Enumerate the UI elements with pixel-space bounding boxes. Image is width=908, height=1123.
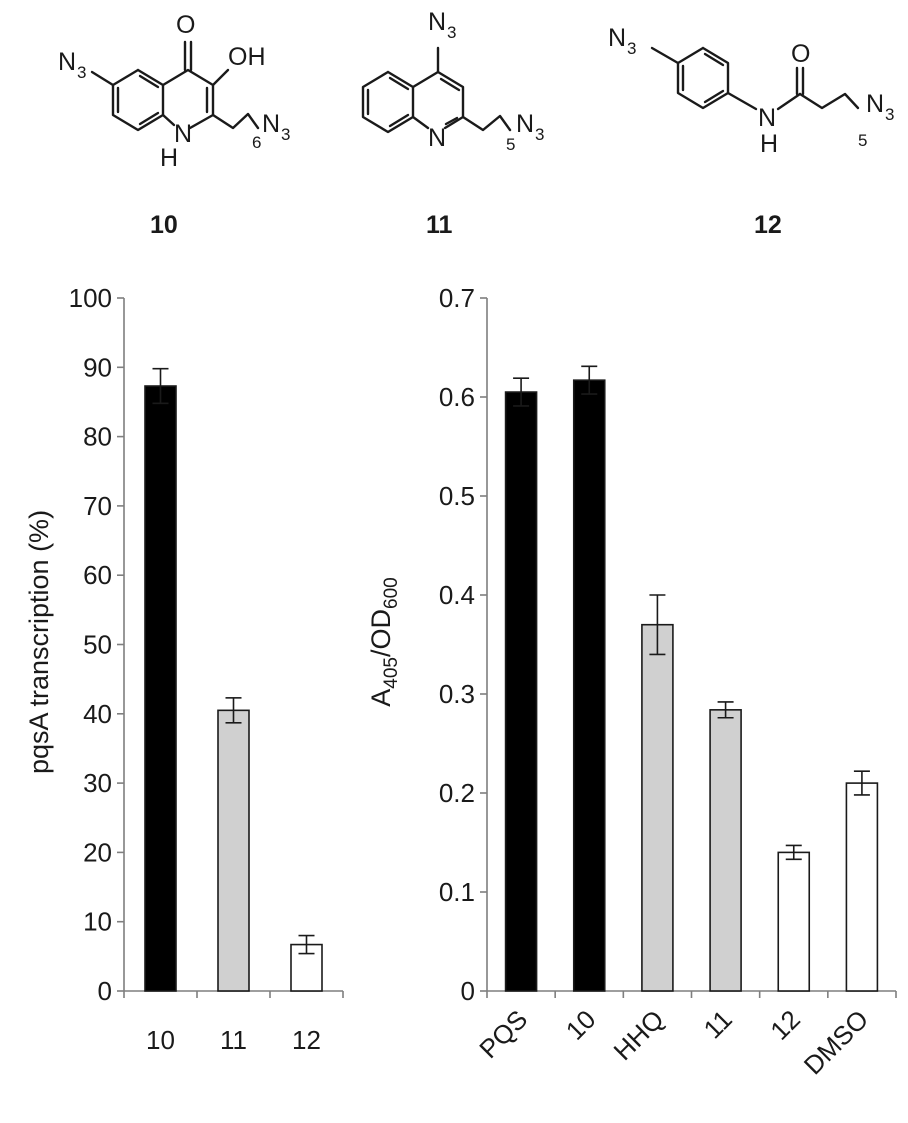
y-tick-label: 0 bbox=[461, 976, 475, 1006]
atom-n3-subscript: 3 bbox=[627, 39, 636, 58]
y-tick-label: 0.5 bbox=[439, 481, 475, 511]
structure-11: N 3 N 5 N 3 bbox=[361, 8, 544, 154]
bar-10 bbox=[572, 379, 606, 992]
x-tick-label: HHQ bbox=[608, 1004, 670, 1066]
y-tick-label: 50 bbox=[83, 630, 112, 660]
y-tick-label: 80 bbox=[83, 422, 112, 452]
y-tick-label: 0.1 bbox=[439, 877, 475, 907]
y-tick-label: 0.4 bbox=[439, 580, 475, 610]
y-tick-label: 70 bbox=[83, 491, 112, 521]
y-axis-title-sub-600: 600 bbox=[381, 577, 402, 609]
y-axis-title-a: A bbox=[366, 689, 396, 707]
y-tick-label: 0.2 bbox=[439, 778, 475, 808]
y-axis-title: pqsA transcription (%) bbox=[24, 510, 54, 774]
bar-pqs bbox=[504, 391, 538, 992]
chain-subscript: 5 bbox=[858, 131, 867, 150]
y-tick-label: 60 bbox=[83, 560, 112, 590]
y-tick-label: 40 bbox=[83, 699, 112, 729]
bar-dmso bbox=[845, 782, 879, 992]
y-tick-label: 0.6 bbox=[439, 382, 475, 412]
x-tick-label: DMSO bbox=[798, 1004, 874, 1080]
atom-o: O bbox=[791, 40, 810, 68]
y-tick-label: 20 bbox=[83, 837, 112, 867]
y-axis-title-od: /OD bbox=[366, 609, 396, 657]
compound-label-12: 12 bbox=[754, 211, 782, 239]
x-tick-label: 12 bbox=[764, 1004, 806, 1046]
atom-chain-n3: N bbox=[866, 90, 884, 118]
compound-label-10: 10 bbox=[150, 211, 178, 239]
atom-nh-h: H bbox=[160, 144, 178, 172]
atom-chain-n3-subscript: 3 bbox=[535, 125, 544, 144]
atom-n3: N bbox=[428, 8, 446, 36]
atom-n3-subscript: 3 bbox=[77, 63, 86, 82]
y-tick-label: 0 bbox=[98, 976, 112, 1006]
atom-n3-subscript: 3 bbox=[447, 23, 456, 42]
atom-chain-n3-subscript: 3 bbox=[281, 125, 290, 144]
y-axis-title-sub-405: 405 bbox=[381, 657, 402, 689]
atom-nh-n: N bbox=[758, 104, 776, 132]
x-tick-label: PQS bbox=[473, 1004, 533, 1064]
x-tick-label: 11 bbox=[698, 1004, 738, 1044]
y-tick-label: 10 bbox=[83, 907, 112, 937]
atom-chain-n3: N bbox=[262, 110, 280, 138]
atom-chain-n3-subscript: 3 bbox=[885, 105, 894, 124]
x-tick-label: 12 bbox=[292, 1025, 321, 1055]
atom-oh: OH bbox=[228, 43, 266, 71]
bar-hhq bbox=[641, 623, 674, 992]
bar-10 bbox=[144, 385, 177, 992]
chain-subscript: 6 bbox=[252, 133, 261, 152]
atom-chain-n3: N bbox=[516, 110, 534, 138]
atom-n3: N bbox=[58, 48, 76, 76]
y-tick-label: 0.3 bbox=[439, 679, 475, 709]
y-tick-label: 0.7 bbox=[439, 283, 475, 313]
y-tick-label: 90 bbox=[83, 352, 112, 382]
structure-12: N 3 O N H 5 N 3 bbox=[608, 24, 894, 158]
x-tick-label: 10 bbox=[560, 1004, 602, 1046]
chart-pqsa-transcription: pqsA transcription (%) 0 10 20 30 40 50 60 70 80… bbox=[24, 283, 344, 1055]
bar-12 bbox=[777, 851, 811, 992]
x-tick-label: 10 bbox=[146, 1025, 175, 1055]
bar-11 bbox=[217, 709, 250, 992]
atom-ring-n: N bbox=[428, 124, 446, 152]
y-axis-title: A405/OD600 bbox=[366, 577, 402, 706]
atom-nh-h: H bbox=[760, 130, 778, 158]
chart-a405-od600: A405/OD600 0 0.1 0.2 0.3 0.4 0.5 0.6 0.7 PQS 10 HH… bbox=[366, 283, 897, 1080]
structure-10: O OH N 3 N H 6 N 3 bbox=[58, 11, 290, 172]
y-tick-label: 100 bbox=[69, 283, 112, 313]
chain-subscript: 5 bbox=[506, 135, 515, 154]
atom-o: O bbox=[176, 11, 195, 39]
bar-11 bbox=[709, 709, 742, 992]
compound-label-11: 11 bbox=[426, 211, 453, 239]
atom-n3: N bbox=[608, 24, 626, 52]
atom-nh-n: N bbox=[174, 120, 192, 148]
x-tick-label: 11 bbox=[220, 1025, 247, 1055]
y-tick-label: 30 bbox=[83, 768, 112, 798]
